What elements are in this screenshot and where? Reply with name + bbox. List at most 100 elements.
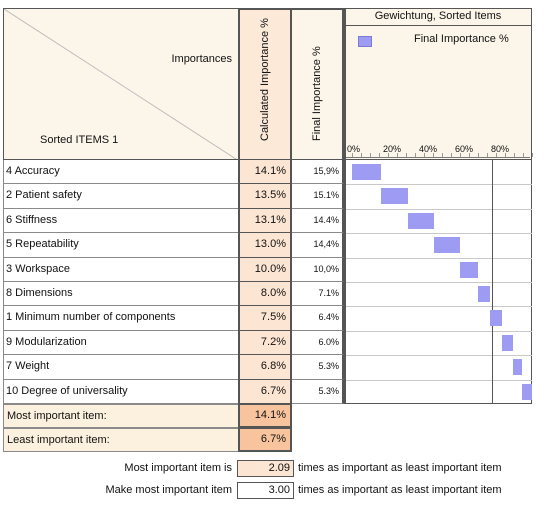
ratio-line1-label: Most important item is [124, 462, 232, 474]
chart-header-cell [344, 8, 532, 160]
item-label[interactable]: 9 Modularization [3, 330, 238, 356]
item-label[interactable]: 1 Minimum number of components [3, 306, 238, 331]
x-minor-tick [514, 153, 515, 157]
x-minor-tick [505, 153, 506, 157]
item-label[interactable]: 4 Accuracy [3, 160, 238, 185]
calculated-importance-cell[interactable]: 10.0% [238, 257, 292, 282]
calculated-importance-cell[interactable]: 13.1% [238, 208, 292, 234]
ratio-line1-value[interactable]: 2.09 [237, 460, 294, 477]
item-label[interactable]: 6 Stiffness [3, 208, 238, 234]
calculated-importance-cell[interactable]: 6.8% [238, 355, 292, 380]
x-minor-tick [415, 153, 416, 157]
x-minor-tick [532, 153, 533, 157]
ratio-line2-suffix: times as important as least important it… [298, 484, 502, 496]
chart-bar [433, 237, 460, 254]
chart-bar [477, 286, 491, 302]
x-tick-label: 0% [347, 144, 361, 154]
x-axis-line [346, 157, 530, 158]
x-minor-tick [478, 153, 479, 157]
x-tick-label: 80% [491, 144, 510, 154]
chart-row-gridline [346, 208, 532, 210]
item-label[interactable]: 2 Patient safety [3, 184, 238, 209]
ratio-line1-suffix: times as important as least important it… [298, 462, 502, 474]
sorted-items-header-label: Sorted ITEMS 1 [40, 134, 119, 146]
importances-header-label: Importances [171, 53, 232, 65]
final-importance-cell[interactable]: 15.1% [292, 184, 344, 209]
item-label[interactable]: 10 Degree of universality [3, 379, 238, 404]
final-importance-cell[interactable]: 5.3% [292, 355, 344, 380]
x-minor-tick [487, 153, 488, 157]
calculated-importance-header[interactable]: Calculated Importance % [238, 8, 292, 160]
chart-title: Gewichtung, Sorted Items [344, 8, 532, 26]
most-important-value[interactable]: 14.1% [238, 404, 292, 428]
chart-row-gridline [346, 282, 532, 283]
least-important-label: Least important item: [3, 428, 238, 452]
header-corner-cell: Importances Sorted ITEMS 1 [3, 8, 238, 160]
final-importance-cell[interactable]: 10,0% [292, 257, 344, 282]
x-minor-tick [442, 153, 443, 157]
x-minor-tick [496, 153, 497, 157]
final-importance-cell[interactable]: 5.3% [292, 379, 344, 404]
final-importance-cell[interactable]: 15,9% [292, 160, 344, 185]
final-importance-header-label: Final Importance % [311, 46, 323, 141]
chart-row-gridline [346, 379, 532, 381]
final-importance-cell[interactable]: 6.4% [292, 306, 344, 331]
final-importance-cell[interactable]: 14,4% [292, 233, 344, 258]
item-label[interactable]: 7 Weight [3, 355, 238, 380]
chart-bar [501, 334, 513, 351]
calculated-importance-cell[interactable]: 13.5% [238, 184, 292, 209]
chart-bar [407, 212, 434, 229]
calculated-importance-cell[interactable]: 7.2% [238, 330, 292, 356]
legend-label: Final Importance % [414, 33, 509, 45]
calculated-importance-cell[interactable]: 8.0% [238, 282, 292, 307]
x-minor-tick [469, 153, 470, 157]
chart-bar [352, 164, 381, 180]
x-minor-tick [460, 153, 461, 157]
x-tick-label: 20% [383, 144, 402, 154]
chart-row-gridline [346, 355, 532, 357]
x-minor-tick [406, 153, 407, 157]
chart-bar [380, 188, 408, 205]
x-minor-tick [397, 153, 398, 157]
calculated-importance-header-label: Calculated Importance % [259, 18, 271, 141]
x-tick-label: 60% [455, 144, 474, 154]
x-minor-tick [451, 153, 452, 157]
most-important-label: Most important item: [3, 404, 238, 428]
chart-row-gridline [346, 184, 532, 186]
final-importance-header[interactable]: Final Importance % [292, 8, 344, 160]
item-label[interactable]: 3 Workspace [3, 257, 238, 282]
x-minor-tick [352, 153, 353, 157]
diagonal-divider [4, 9, 237, 159]
chart-bar [512, 359, 523, 376]
chart-bar [490, 310, 502, 327]
item-label[interactable]: 5 Repeatability [3, 233, 238, 258]
x-minor-tick [379, 153, 380, 157]
chart-row-gridline [346, 306, 532, 308]
x-minor-tick [433, 153, 434, 157]
x-tick-label: 40% [419, 144, 438, 154]
legend-swatch [358, 36, 372, 47]
ratio-line2-label: Make most important item [105, 484, 232, 496]
x-minor-tick [370, 153, 371, 157]
item-label[interactable]: 8 Dimensions [3, 282, 238, 307]
x-minor-tick [424, 153, 425, 157]
final-importance-cell[interactable]: 6.0% [292, 330, 344, 356]
least-important-value[interactable]: 6.7% [238, 428, 292, 452]
final-importance-cell[interactable]: 7.1% [292, 282, 344, 307]
calculated-importance-cell[interactable]: 6.7% [238, 379, 292, 404]
chart-bar [522, 383, 532, 400]
x-minor-tick [523, 153, 524, 157]
chart-row-gridline [346, 330, 532, 332]
calculated-importance-cell[interactable]: 7.5% [238, 306, 292, 331]
ratio-line2-input[interactable]: 3.00 [237, 482, 294, 499]
reference-line-80 [492, 160, 493, 404]
chart-row-gridline [346, 233, 532, 235]
final-importance-cell[interactable]: 14.4% [292, 208, 344, 234]
chart-bar [459, 261, 478, 278]
x-minor-tick [388, 153, 389, 157]
chart-row-gridline [346, 257, 532, 259]
calculated-importance-cell[interactable]: 14.1% [238, 160, 292, 185]
x-minor-tick [361, 153, 362, 157]
calculated-importance-cell[interactable]: 13.0% [238, 233, 292, 258]
